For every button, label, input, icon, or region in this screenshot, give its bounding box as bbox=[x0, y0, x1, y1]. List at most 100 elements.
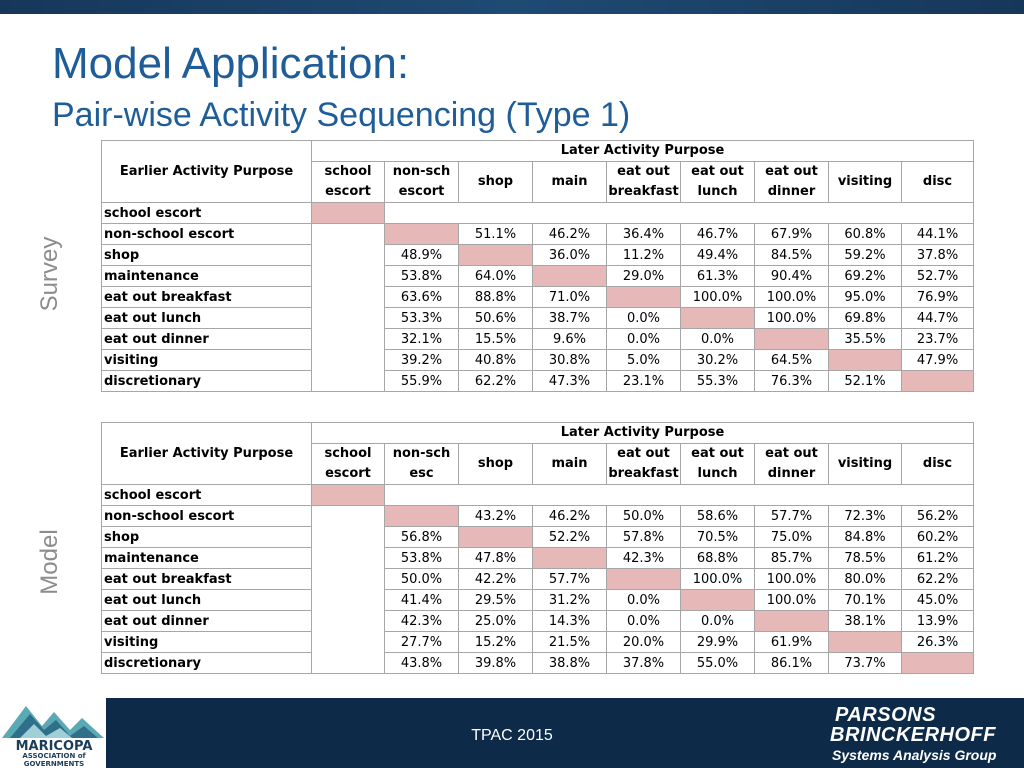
diagonal-cell bbox=[680, 589, 755, 611]
value-cell: 47.3% bbox=[532, 370, 607, 392]
value-cell: 61.3% bbox=[680, 265, 755, 287]
mountain-logo-icon bbox=[2, 706, 104, 738]
value-cell: 38.7% bbox=[532, 307, 607, 329]
model-table: Earlier Activity Purpose Later Activity P… bbox=[101, 422, 975, 674]
value-cell: 40.8% bbox=[458, 349, 533, 371]
value-cell: 84.5% bbox=[754, 244, 829, 266]
column-header-line: dinner bbox=[767, 466, 816, 481]
value-cell: 52.7% bbox=[900, 265, 975, 287]
table-row: school escort bbox=[101, 484, 975, 506]
diagonal-cell bbox=[900, 652, 975, 674]
column-header: visiting bbox=[828, 161, 902, 203]
value-cell: 44.1% bbox=[900, 223, 975, 245]
value-cell: 100.0% bbox=[754, 307, 829, 329]
column-header-line: non-sch bbox=[392, 164, 451, 179]
value-cell: 47.9% bbox=[900, 349, 975, 371]
diagonal-cell bbox=[458, 526, 533, 548]
value-cell: 0.0% bbox=[606, 589, 681, 611]
column-header: school escort bbox=[311, 443, 385, 485]
diagonal-cell bbox=[311, 202, 385, 224]
empty-cell bbox=[311, 505, 385, 674]
value-cell: 100.0% bbox=[680, 286, 755, 308]
column-header-line: school bbox=[324, 446, 372, 461]
diagonal-cell bbox=[754, 328, 829, 350]
value-cell: 76.9% bbox=[900, 286, 975, 308]
row-label: non-school escort bbox=[101, 505, 312, 527]
value-cell: 11.2% bbox=[606, 244, 681, 266]
value-cell: 57.7% bbox=[532, 568, 607, 590]
table-row: visiting 39.2% 40.8% 30.8% 5.0% 30.2% 64.5% 47.… bbox=[101, 349, 975, 371]
value-cell: 70.5% bbox=[680, 526, 755, 548]
footer-center-text: TPAC 2015 bbox=[471, 727, 553, 744]
value-cell: 27.7% bbox=[384, 631, 459, 653]
value-cell: 0.0% bbox=[606, 307, 681, 329]
row-label: non-school escort bbox=[101, 223, 312, 245]
value-cell: 61.2% bbox=[900, 547, 975, 569]
value-cell: 53.8% bbox=[384, 547, 459, 569]
value-cell: 70.1% bbox=[828, 589, 902, 611]
value-cell: 90.4% bbox=[754, 265, 829, 287]
value-cell: 46.2% bbox=[532, 505, 607, 527]
pb-logo-line-3: Systems Analysis Group bbox=[832, 747, 997, 763]
value-cell: 30.2% bbox=[680, 349, 755, 371]
value-cell: 100.0% bbox=[754, 286, 829, 308]
column-header-line: eat out bbox=[617, 446, 670, 461]
footer-bar bbox=[0, 698, 1024, 768]
diagonal-cell bbox=[828, 631, 902, 653]
column-header: non-sch escort bbox=[384, 161, 459, 203]
value-cell: 57.8% bbox=[606, 526, 681, 548]
column-header-line: visiting bbox=[837, 174, 893, 189]
value-cell: 37.8% bbox=[606, 652, 681, 674]
diagonal-cell bbox=[458, 244, 533, 266]
value-cell: 42.2% bbox=[458, 568, 533, 590]
value-cell: 43.8% bbox=[384, 652, 459, 674]
table-row: non-school escort 43.2% 46.2% 50.0% 58.6% 57.… bbox=[101, 505, 975, 674]
table-row: discretionary 43.8% 39.8% 38.8% 37.8% 55.0% 86… bbox=[101, 652, 975, 674]
pb-logo-line-1: PARSONS bbox=[835, 704, 936, 726]
page-title: Model Application: bbox=[52, 39, 410, 88]
column-header-line: lunch bbox=[697, 466, 738, 481]
row-header-title: Earlier Activity Purpose bbox=[101, 140, 312, 203]
value-cell: 57.7% bbox=[754, 505, 829, 527]
diagonal-cell bbox=[311, 484, 385, 506]
value-cell: 30.8% bbox=[532, 349, 607, 371]
row-label: discretionary bbox=[101, 652, 312, 674]
value-cell: 25.0% bbox=[458, 610, 533, 632]
value-cell: 100.0% bbox=[754, 568, 829, 590]
value-cell: 53.8% bbox=[384, 265, 459, 287]
diagonal-cell bbox=[384, 223, 459, 245]
value-cell: 23.1% bbox=[606, 370, 681, 392]
column-header-line: eat out bbox=[765, 446, 818, 461]
column-header-line: disc bbox=[922, 174, 953, 189]
value-cell: 100.0% bbox=[754, 589, 829, 611]
value-cell: 55.9% bbox=[384, 370, 459, 392]
value-cell: 45.0% bbox=[900, 589, 975, 611]
value-cell: 36.0% bbox=[532, 244, 607, 266]
value-cell: 50.0% bbox=[384, 568, 459, 590]
value-cell: 15.2% bbox=[458, 631, 533, 653]
header-row: Earlier Activity Purpose Later Activity P… bbox=[101, 140, 975, 203]
column-header: eat out lunch bbox=[680, 443, 755, 485]
column-header: school escort bbox=[311, 161, 385, 203]
column-header-line: non-sch bbox=[392, 446, 451, 461]
survey-side-label: Survey bbox=[36, 236, 63, 312]
value-cell: 13.9% bbox=[900, 610, 975, 632]
value-cell: 56.8% bbox=[384, 526, 459, 548]
table-row: shop 56.8% 52.2% 57.8% 70.5% 75.0% 84.8% 60.2% bbox=[101, 526, 975, 548]
value-cell: 14.3% bbox=[532, 610, 607, 632]
value-cell: 67.9% bbox=[754, 223, 829, 245]
column-header-line: breakfast bbox=[608, 184, 679, 199]
value-cell: 0.0% bbox=[606, 610, 681, 632]
value-cell: 62.2% bbox=[900, 568, 975, 590]
table-row: maintenance 53.8% 47.8% 42.3% 68.8% 85.7% 78.5… bbox=[101, 547, 975, 569]
row-label: school escort bbox=[101, 484, 312, 506]
row-label: maintenance bbox=[101, 547, 312, 569]
value-cell: 50.0% bbox=[606, 505, 681, 527]
row-label: maintenance bbox=[101, 265, 312, 287]
value-cell: 52.1% bbox=[828, 370, 902, 392]
page-subtitle: Pair-wise Activity Sequencing (Type 1) bbox=[52, 96, 631, 134]
column-header-line: escort bbox=[325, 184, 371, 199]
value-cell: 35.5% bbox=[828, 328, 902, 350]
group-header: Later Activity Purpose bbox=[310, 140, 975, 162]
column-header-line: eat out bbox=[617, 164, 670, 179]
